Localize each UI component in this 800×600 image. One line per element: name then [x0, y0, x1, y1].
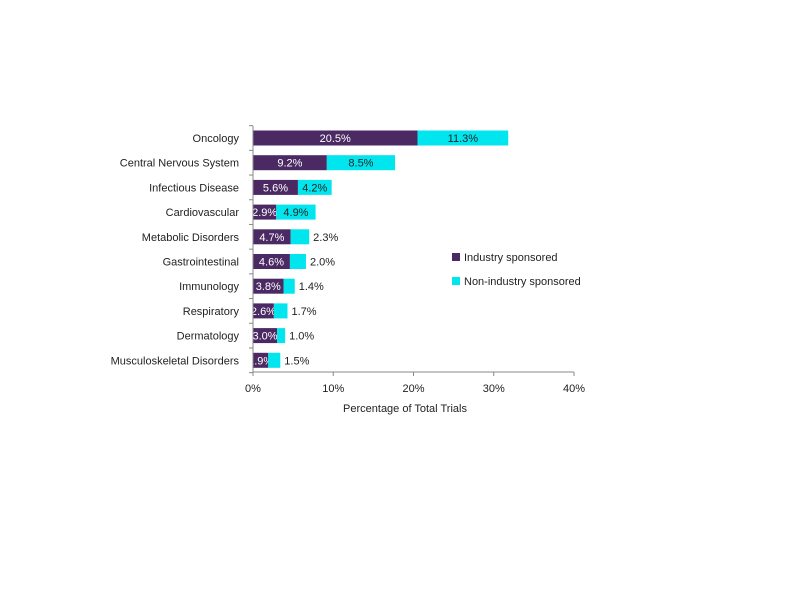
x-axis: 0% 10% 20% 30% 40%: [245, 125, 585, 395]
category-label: Musculoskeletal Disorders: [111, 355, 240, 367]
bars-group: 20.5% 11.3% 9.2% 8.5% 5.6% 4.2% 2.9% 4.9% 4.7% 2.…: [248, 130, 509, 368]
x-tick-label: 40%: [563, 383, 585, 395]
legend-label: Industry sponsored: [464, 252, 558, 264]
bar-segment-industry: [253, 130, 418, 146]
data-label: 2.6%: [251, 306, 276, 318]
category-label: Respiratory: [183, 306, 240, 318]
data-label: 3.8%: [256, 281, 281, 293]
bar-segment-industry: [253, 352, 269, 368]
bar-segment-non-industry: [417, 130, 509, 146]
data-label: 1.0%: [289, 331, 314, 343]
bar-segment-industry: [253, 254, 290, 269]
data-label: 8.5%: [348, 158, 373, 170]
data-label: 1.5%: [284, 355, 309, 367]
legend-label: Non-industry sponsored: [464, 276, 581, 288]
category-label: Cardiovascular: [166, 207, 240, 219]
x-tick-label: 10%: [322, 383, 344, 395]
data-label: 1.4%: [299, 281, 324, 293]
x-axis-title: Percentage of Total Trials: [343, 403, 467, 415]
category-label: Dermatology: [177, 331, 240, 343]
bar-segment-industry: [253, 229, 291, 245]
bar-segment-non-industry: [276, 204, 316, 220]
bar-segment-non-industry: [283, 278, 295, 294]
category-label: Central Nervous System: [120, 158, 239, 170]
bar-segment-non-industry: [277, 328, 286, 344]
data-label: 4.2%: [302, 182, 327, 194]
data-label: 1.9%: [248, 355, 273, 367]
data-label: 2.3%: [313, 232, 338, 244]
category-label: Oncology: [193, 133, 240, 145]
bar-segment-non-industry: [297, 179, 332, 195]
category-label: Gastrointestinal: [163, 257, 239, 269]
bar-segment-industry: [253, 179, 298, 195]
bar-segment-industry: [253, 303, 274, 319]
bar-segment-industry: [253, 278, 284, 294]
data-label: 20.5%: [320, 133, 351, 145]
data-label: 3.0%: [252, 331, 277, 343]
x-tick-label: 0%: [245, 383, 261, 395]
bar-segment-industry: [253, 328, 278, 344]
bar-segment-non-industry: [326, 155, 396, 171]
category-labels: Oncology Central Nervous System Infectious…: [111, 133, 240, 367]
data-label: 5.6%: [263, 182, 288, 194]
bar-segment-non-industry: [268, 352, 281, 368]
data-label: 1.7%: [292, 306, 317, 318]
data-label: 2.0%: [310, 257, 335, 269]
legend-swatch: [452, 277, 460, 285]
data-label: 4.6%: [259, 257, 284, 269]
x-tick-label: 20%: [402, 383, 424, 395]
data-label: 11.3%: [448, 133, 479, 145]
category-label: Metabolic Disorders: [142, 232, 240, 244]
bar-segment-non-industry: [273, 303, 288, 319]
bar-segment-industry: [253, 155, 327, 171]
data-label: 9.2%: [277, 158, 302, 170]
data-label: 2.9%: [252, 207, 277, 219]
category-label: Immunology: [179, 281, 239, 293]
category-label: Infectious Disease: [149, 182, 239, 194]
bar-segment-industry: [253, 204, 277, 220]
data-label: 4.7%: [259, 232, 284, 244]
bar-segment-non-industry: [290, 229, 310, 245]
legend-swatch: [452, 253, 460, 261]
legend: Industry sponsored Non-industry sponsored: [452, 252, 581, 288]
data-label: 4.9%: [283, 207, 308, 219]
bar-segment-non-industry: [289, 254, 306, 269]
x-tick-label: 30%: [483, 383, 505, 395]
